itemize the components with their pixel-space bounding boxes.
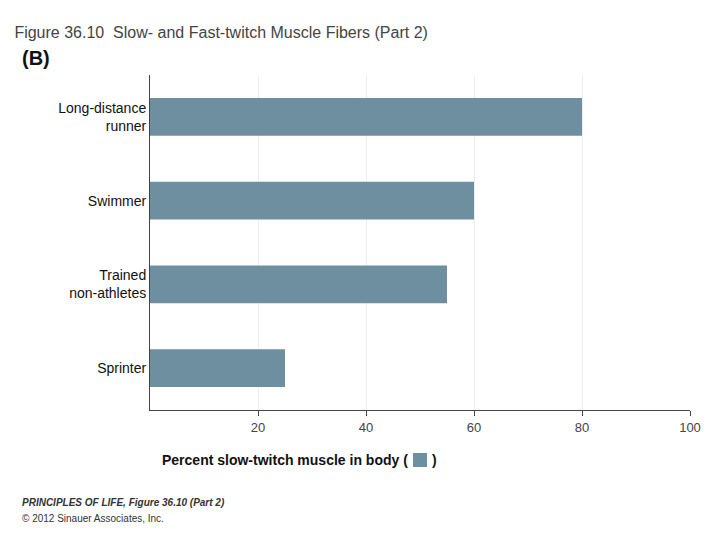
svg-text:Figure 36.10 Slow- and Fast-t: Figure 36.10 Slow- and Fast-twitch Muscl…	[14, 24, 427, 41]
svg-text:40: 40	[359, 420, 373, 435]
svg-text:80: 80	[575, 420, 589, 435]
svg-text:): )	[432, 452, 437, 468]
svg-text:Swimmer: Swimmer	[88, 193, 147, 209]
svg-text:© 2012 Sinauer Associates, Inc: © 2012 Sinauer Associates, Inc.	[22, 513, 164, 524]
svg-text:PRINCIPLES OF LIFE, Figure 36.: PRINCIPLES OF LIFE, Figure 36.10 (Part 2…	[22, 497, 225, 508]
svg-text:20: 20	[251, 420, 265, 435]
svg-text:Trainednon-athletes: Trainednon-athletes	[69, 267, 146, 301]
svg-text:100: 100	[679, 420, 701, 435]
svg-text:(B): (B)	[22, 47, 50, 69]
svg-text:Long-distancerunner: Long-distancerunner	[58, 100, 146, 134]
svg-text:60: 60	[467, 420, 481, 435]
svg-text:Sprinter: Sprinter	[97, 360, 146, 376]
svg-text:Percent slow-twitch muscle in: Percent slow-twitch muscle in body (	[162, 452, 408, 468]
